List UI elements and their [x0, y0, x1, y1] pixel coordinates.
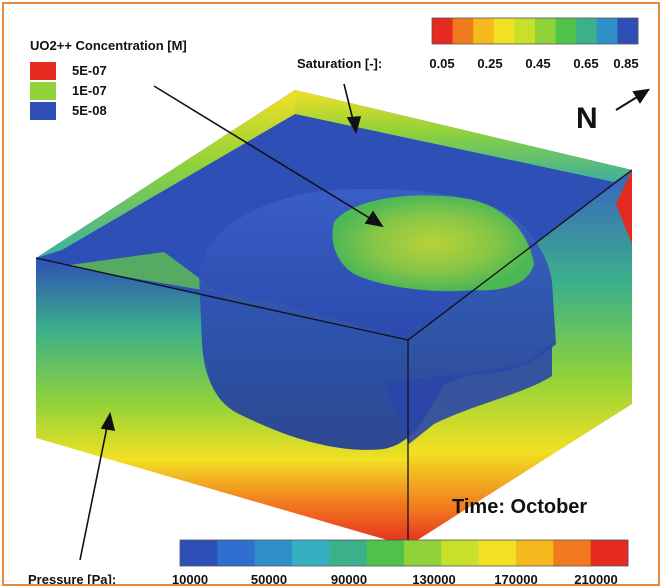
- saturation-tick: 0.65: [573, 56, 599, 71]
- box-edges: [35, 169, 633, 546]
- legend-label: 5E-08: [72, 103, 107, 118]
- aquifer-3d-model: [35, 17, 651, 567]
- colorbar-cell: [292, 540, 330, 566]
- back-right-wall: [295, 90, 632, 182]
- saturation-tick: 0.85: [613, 56, 639, 71]
- legend-swatch-blue: [30, 102, 56, 120]
- pressure-tick: 210000: [574, 572, 618, 586]
- colorbar-cell: [452, 18, 474, 44]
- saturation-label: Saturation [-]:: [297, 56, 383, 71]
- colorbar-cell: [329, 540, 368, 566]
- colorbar-cell: [535, 18, 557, 44]
- colorbar-cell: [596, 18, 618, 44]
- colorbar-cell: [441, 540, 480, 566]
- north-label: N: [576, 102, 598, 135]
- pressure-tick: 90000: [330, 572, 368, 586]
- colorbar-cell: [217, 540, 256, 566]
- colorbar-cell: [473, 18, 495, 44]
- red-corner: [616, 170, 632, 244]
- colorbar-cell: [254, 540, 293, 566]
- colorbar-border: [179, 539, 629, 567]
- legend-label: 1E-07: [72, 83, 107, 98]
- legend-swatch-green: [30, 82, 56, 100]
- pressure-ticks: 10000 50000 90000 130000 170000 210000: [164, 572, 618, 586]
- time-label: Time: October: [452, 496, 588, 518]
- legend-label: 5E-07: [72, 63, 107, 78]
- pressure-colorbar: [179, 539, 629, 567]
- colorbar-cell: [404, 540, 442, 566]
- colorbar-cell: [576, 18, 598, 44]
- north-arrow-icon: [615, 88, 651, 111]
- saturation-tick: 0.05: [429, 56, 455, 71]
- pressure-tick: 130000: [412, 572, 456, 586]
- saturation-tick: 0.45: [525, 56, 551, 71]
- saturation-tick: 0.25: [477, 56, 503, 71]
- pressure-tick: 170000: [494, 572, 538, 586]
- saturation-ticks: 0.05 0.25 0.45 0.65 0.85: [412, 56, 642, 72]
- plume-lower-face: [384, 344, 552, 444]
- pressure-tick: 10000: [171, 572, 209, 586]
- annotation-arrows: [79, 83, 384, 561]
- legend-swatch-red: [30, 62, 56, 80]
- colorbar-cell: [516, 540, 554, 566]
- colorbar-cell: [514, 18, 536, 44]
- colorbar-cell: [180, 540, 218, 566]
- pressure-tick: 50000: [250, 572, 288, 586]
- plume-inner-1e-07: [332, 195, 534, 292]
- colorbar-cell: [478, 540, 517, 566]
- colorbar-cell: [590, 540, 629, 566]
- saturation-colorbar: [431, 17, 639, 45]
- colorbar-cell: [432, 18, 454, 44]
- colorbar-cell: [553, 540, 592, 566]
- colorbar-cell: [366, 540, 405, 566]
- colorbar-border: [431, 17, 639, 45]
- colorbar-cell: [555, 18, 577, 44]
- concentration-legend-title: UO2++ Concentration [M]: [30, 38, 187, 53]
- colorbar-cell: [493, 18, 515, 44]
- pressure-label: Pressure [Pa]:: [28, 572, 117, 586]
- colorbar-cell: [617, 18, 639, 44]
